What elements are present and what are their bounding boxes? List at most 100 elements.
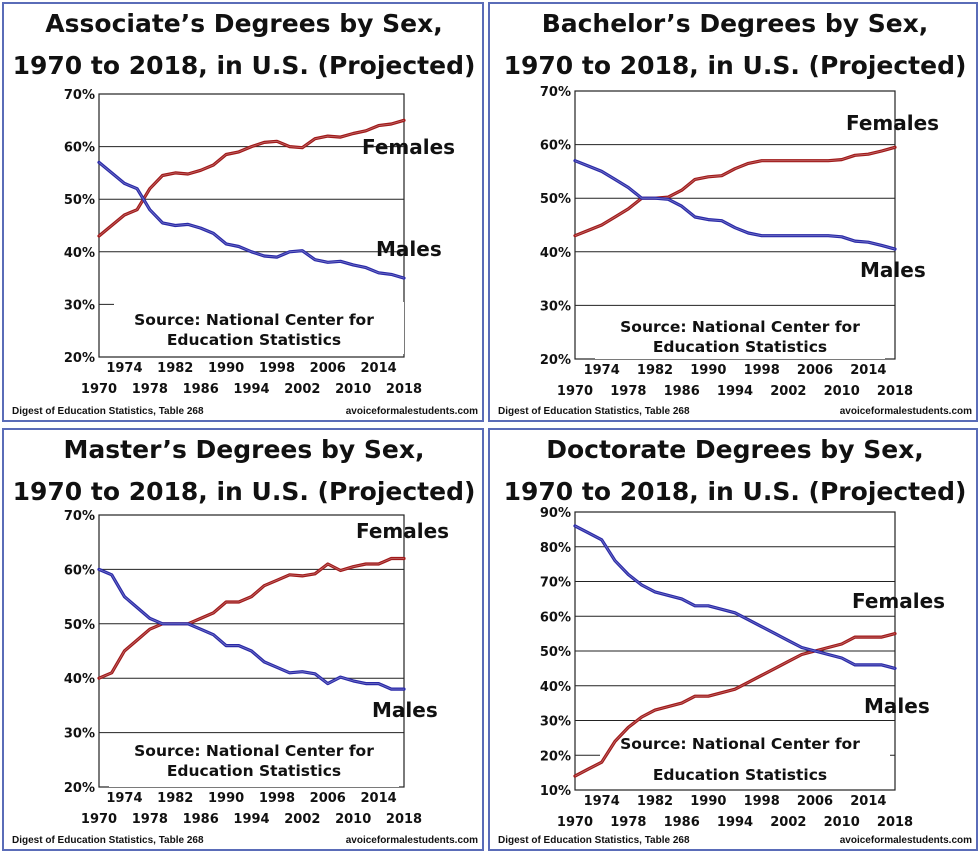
footer-note-right: avoiceformalestudents.com [840,406,972,417]
chart-title-line: 1970 to 2018, in U.S. (Projected) [504,51,967,80]
footer-note-right: avoiceformalestudents.com [840,835,972,846]
footer-note-left: Digest of Education Statistics, Table 26… [12,406,204,417]
y-tick-label: 70% [64,509,95,524]
y-tick-label: 70% [540,85,571,100]
series-label-males: Males [860,258,926,282]
x-tick-label: 2002 [770,815,806,830]
series-line-males [573,524,897,670]
y-tick-label: 20% [64,351,95,366]
x-tick-label: 1986 [664,815,700,830]
x-tick-label: 1990 [208,361,244,376]
x-tick-label: 2014 [360,791,396,806]
y-tick-label: 30% [540,715,571,730]
x-tick-label: 2002 [284,812,320,827]
x-tick-label: 1990 [208,791,244,806]
y-tick-label: 40% [64,672,95,687]
source-box [595,307,885,359]
chart-svg: Doctorate Degrees by Sex, 1970 to 2018, i… [498,435,972,846]
series-line-males [97,160,406,280]
y-tick-label: 10% [540,784,571,799]
footer-note-right: avoiceformalestudents.com [346,835,478,846]
chart-panel-masters: Master’s Degrees by Sex, 1970 to 2018, in… [2,428,484,851]
series-label-females: Females [852,589,945,613]
y-tick-label: 20% [64,781,95,796]
x-tick-label: 1982 [637,794,673,809]
x-tick-label: 1974 [584,794,620,809]
source-note: Source: National Center for [134,742,374,760]
plot-frame [574,511,896,791]
chart-title-line: Doctorate Degrees by Sex, [546,435,924,464]
series-label-males: Males [864,694,930,718]
x-tick-label: 2002 [770,384,806,399]
x-tick-label: 1974 [584,363,620,378]
x-tick-label: 1978 [132,812,168,827]
x-tick-label: 2010 [824,815,860,830]
y-tick-label: 60% [64,563,95,578]
series-highlight [98,558,404,679]
series-highlight [98,162,405,279]
series-line-females [573,145,897,238]
x-tick-label: 2014 [850,794,886,809]
y-tick-label: 60% [540,139,571,154]
chart-panel-doctorate: Doctorate Degrees by Sex, 1970 to 2018, i… [488,428,978,851]
chart-panel-bachelors: Bachelor’s Degrees by Sex, 1970 to 2018, … [488,2,978,422]
x-tick-label: 2010 [335,812,371,827]
x-tick-label: 1982 [157,361,193,376]
series-label-females: Females [356,519,449,543]
y-tick-label: 70% [64,88,95,103]
y-tick-label: 70% [540,576,571,591]
y-tick-label: 50% [64,618,95,633]
x-tick-label: 1970 [557,384,593,399]
x-tick-label: 1994 [717,815,753,830]
x-tick-label: 2018 [386,382,422,397]
plot-frame [98,93,405,358]
x-tick-label: 1978 [132,382,168,397]
x-tick-label: 2014 [850,363,886,378]
footer-note-right: avoiceformalestudents.com [346,406,478,417]
y-tick-label: 20% [540,749,571,764]
chart-title-line: Associate’s Degrees by Sex, [45,9,442,38]
series-label-females: Females [362,135,455,159]
series-line-males [97,567,406,691]
x-tick-label: 2006 [797,794,833,809]
x-tick-label: 1982 [637,363,673,378]
chart-svg: Bachelor’s Degrees by Sex, 1970 to 2018, … [498,9,972,417]
x-tick-label: 1994 [233,812,269,827]
x-tick-label: 1978 [610,815,646,830]
series-line-females [97,118,406,238]
x-tick-label: 1990 [690,794,726,809]
chart-panel-associates: Associate’s Degrees by Sex, 1970 to 2018,… [2,2,484,422]
series-label-males: Males [372,698,438,722]
y-tick-label: 30% [64,727,95,742]
x-tick-label: 1974 [106,361,142,376]
series-highlight [98,119,405,237]
x-tick-label: 2010 [824,384,860,399]
x-tick-label: 1970 [557,815,593,830]
x-tick-label: 1998 [259,361,295,376]
series-highlight [574,633,896,777]
y-tick-label: 30% [540,299,571,314]
x-tick-label: 1994 [233,382,269,397]
x-tick-label: 1978 [610,384,646,399]
x-tick-label: 2018 [877,815,913,830]
chart-svg: Master’s Degrees by Sex, 1970 to 2018, in… [12,435,478,846]
x-tick-label: 1986 [664,384,700,399]
x-tick-label: 1998 [259,791,295,806]
y-tick-label: 40% [540,680,571,695]
y-tick-label: 50% [540,645,571,660]
y-tick-label: 40% [64,246,95,261]
x-tick-label: 2006 [310,361,346,376]
source-note: Education Statistics [167,762,341,780]
y-tick-label: 80% [540,541,571,556]
x-tick-label: 1990 [690,363,726,378]
footer-note-left: Digest of Education Statistics, Table 26… [12,835,204,846]
x-tick-label: 2018 [386,812,422,827]
series-highlight [574,160,896,250]
x-tick-label: 2002 [284,382,320,397]
x-tick-label: 2006 [310,791,346,806]
y-tick-label: 60% [540,610,571,625]
x-tick-label: 1982 [157,791,193,806]
x-tick-label: 1974 [106,791,142,806]
chart-svg: Associate’s Degrees by Sex, 1970 to 2018,… [12,9,478,417]
y-tick-label: 30% [64,298,95,313]
